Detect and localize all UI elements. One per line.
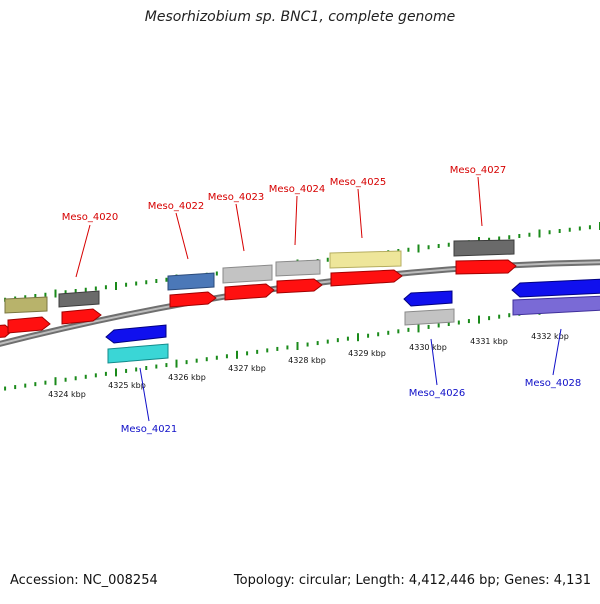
gene-label-meso-4025: Meso_4025	[330, 177, 387, 188]
leader-line	[552, 328, 562, 376]
axis-tick-label: 4324 kbp	[48, 390, 86, 399]
leader-line	[175, 212, 189, 260]
leader-line	[357, 188, 363, 239]
gene-label-meso-4024: Meso_4024	[269, 184, 326, 195]
axis-tick-label: 4328 kbp	[288, 356, 326, 365]
page-title: Mesorhizobium sp. BNC1, complete genome	[144, 9, 456, 25]
gene-label-meso-4026: Meso_4026	[409, 388, 466, 399]
accession-text: Accession: NC_008254	[10, 573, 158, 588]
gene-label-meso-4027: Meso_4027	[450, 165, 507, 176]
axis-tick-label: 4330 kbp	[409, 343, 447, 352]
reverse-gene-arrows	[105, 278, 600, 344]
axis-tick-label: 4331 kbp	[470, 337, 508, 346]
gene-label-meso-4028: Meso_4028	[525, 378, 582, 389]
gene-label-meso-4021: Meso_4021	[121, 424, 178, 435]
leader-line	[294, 195, 298, 246]
forward-cog-boxes	[4, 239, 515, 314]
genome-stats-text: Topology: circular; Length: 4,412,446 bp…	[233, 573, 591, 588]
leader-line	[75, 224, 91, 278]
leader-line	[430, 338, 438, 386]
gene-label-meso-4020: Meso_4020	[62, 212, 119, 223]
leader-line	[235, 203, 245, 252]
gene-labels: 4324 kbp 4325 kbp 4326 kbp 4327 kbp 4328 kbp…	[48, 165, 581, 435]
axis-tick-label: 4326 kbp	[168, 373, 206, 382]
axis-tick-label: 4325 kbp	[108, 381, 146, 390]
gene-label-meso-4022: Meso_4022	[148, 201, 205, 212]
leader-line	[139, 367, 150, 422]
leader-line	[477, 176, 483, 227]
axis-tick-label: 4332 kbp	[531, 332, 569, 341]
axis-tick-label: 4327 kbp	[228, 364, 266, 373]
gene-label-meso-4023: Meso_4023	[208, 192, 265, 203]
forward-gene-arrows	[0, 259, 517, 338]
axis-tick-label: 4329 kbp	[348, 349, 386, 358]
reverse-cog-boxes	[107, 295, 600, 364]
